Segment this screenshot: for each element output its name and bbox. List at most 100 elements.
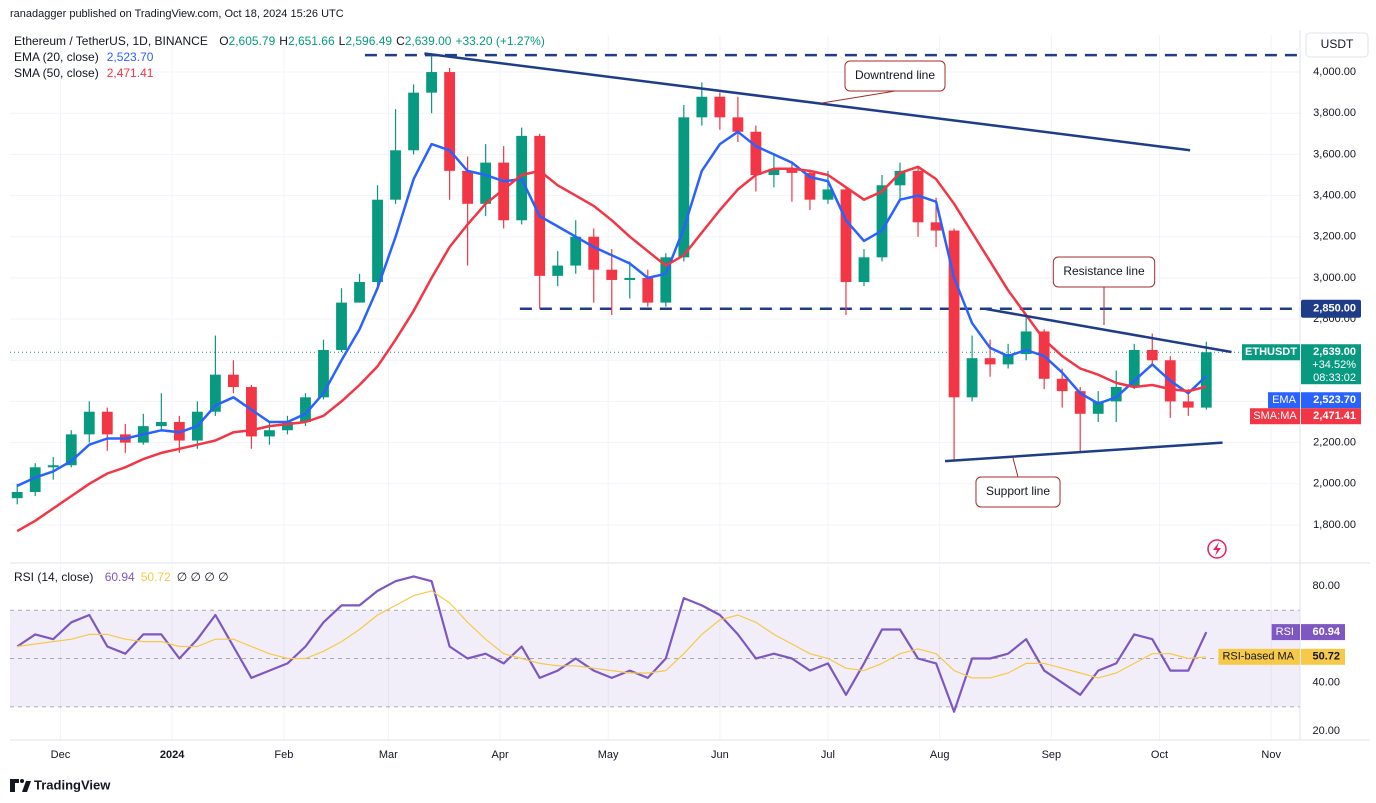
candle-body <box>552 265 564 276</box>
candle-body <box>29 467 41 493</box>
price-tag-box <box>1301 344 1361 385</box>
y-tick-label: 2,200.00 <box>1313 437 1356 449</box>
candle-body <box>47 465 59 468</box>
candle-body <box>804 172 816 200</box>
candle-body <box>1182 401 1194 408</box>
candle-body <box>1146 349 1158 361</box>
candle-body <box>228 374 239 388</box>
callout-pointer <box>821 90 896 104</box>
change: +33.20 (+1.27%) <box>455 34 544 48</box>
candle-body <box>101 411 113 435</box>
candle-body <box>786 168 798 173</box>
tag-value: 2,523.70 <box>1313 394 1356 406</box>
tag-name-box <box>1271 624 1300 641</box>
x-tick-label: Dec <box>51 749 71 761</box>
y-tick-label: 2,000.00 <box>1313 478 1356 490</box>
callout-box <box>1052 256 1156 288</box>
price-tag-change: +34.52% <box>1312 359 1356 371</box>
callout-box <box>844 60 946 92</box>
candle-body <box>282 422 293 431</box>
tag-value: 60.94 <box>1312 626 1340 638</box>
candle-body <box>1074 391 1086 414</box>
ohlc-value: 2,605.79 <box>229 34 276 48</box>
x-tick-label: May <box>598 749 619 761</box>
candle-body <box>642 277 654 303</box>
candle-body <box>624 277 636 280</box>
candle-body <box>1056 378 1068 392</box>
tag-box <box>1301 392 1361 409</box>
legend-extra: ∅ ∅ ∅ ∅ <box>177 570 229 584</box>
candle-body <box>894 170 906 186</box>
candle-body <box>678 117 690 258</box>
ohlc-key: H <box>279 34 288 48</box>
tag-box <box>1301 408 1361 425</box>
legend-rsi: RSI (14, close) 60.94 50.72 ∅ ∅ ∅ ∅ <box>14 570 229 584</box>
lightning-icon[interactable] <box>1207 539 1227 559</box>
candle-body <box>155 422 167 427</box>
candle-body <box>876 185 888 258</box>
legend-value: 2,471.41 <box>107 66 154 80</box>
candle-body <box>606 269 618 280</box>
legend-series: SMA (50, close) 2,471.41 <box>14 66 154 80</box>
x-tick-label: Feb <box>274 749 293 761</box>
x-tick-label: Sep <box>1042 749 1062 761</box>
candle-body <box>984 358 996 365</box>
x-tick-label: Nov <box>1261 749 1281 761</box>
callout-label: Downtrend line <box>855 68 935 82</box>
candle-body <box>966 358 978 398</box>
candle-body <box>858 257 870 283</box>
y-tick-label: 4,000.00 <box>1313 66 1356 78</box>
candle-body <box>714 96 726 118</box>
y-tick-label: 3,400.00 <box>1313 189 1356 201</box>
candle-body <box>209 374 221 412</box>
x-tick-label: Apr <box>491 749 508 761</box>
ohlc-value: 2,596.49 <box>345 34 392 48</box>
candle-body <box>768 168 780 175</box>
header: ranadagger published on TradingView.com,… <box>10 8 344 20</box>
y-tick-label: 40.00 <box>1312 677 1340 689</box>
price-tag-name-box <box>1242 344 1300 361</box>
series-line <box>16 575 1208 713</box>
level-tag <box>1301 299 1361 318</box>
tag-value: 2,471.41 <box>1313 410 1356 422</box>
candle-body <box>336 302 347 350</box>
y-tick-label: 20.00 <box>1312 725 1340 737</box>
candle-body <box>444 72 456 171</box>
series-line <box>16 165 1207 533</box>
currency-box[interactable] <box>1305 32 1369 58</box>
ohlc-key: L <box>339 34 346 48</box>
legend-value: 60.94 <box>105 570 135 584</box>
x-tick-label: Mar <box>379 749 398 761</box>
candle-body <box>696 96 708 118</box>
legend-name: EMA (20, close) <box>14 50 99 64</box>
candle-body <box>11 492 23 499</box>
trendline <box>424 52 1191 152</box>
legend-value: 50.72 <box>141 570 171 584</box>
tag-value: 50.72 <box>1312 651 1340 663</box>
legend-series: EMA (20, close) 2,523.70 <box>14 50 154 64</box>
candle-body <box>300 397 311 423</box>
legend-name: SMA (50, close) <box>14 66 99 80</box>
tag-name-box <box>1268 392 1300 409</box>
tag-box <box>1301 648 1345 665</box>
callout-pointer <box>1012 457 1019 478</box>
candle-body <box>264 430 275 437</box>
callout-label: Resistance line <box>1063 264 1145 278</box>
candle-body <box>65 434 77 466</box>
candle-body <box>930 222 942 231</box>
candle-body <box>750 131 762 175</box>
candle-body <box>354 282 365 303</box>
candle-body <box>948 230 960 398</box>
candle-body <box>318 349 329 398</box>
candle-body <box>246 387 257 437</box>
candle-body <box>426 72 437 93</box>
price-tag-symbol: ETHUSDT <box>1245 346 1297 358</box>
candle-body <box>570 236 582 266</box>
candle-body <box>840 189 852 283</box>
series-line <box>16 130 1208 487</box>
y-tick-label: 3,200.00 <box>1313 231 1356 243</box>
tag-name-box <box>1218 648 1300 665</box>
x-tick-label: 2024 <box>160 749 185 761</box>
candle-body <box>534 135 546 276</box>
trendline <box>944 441 1223 463</box>
